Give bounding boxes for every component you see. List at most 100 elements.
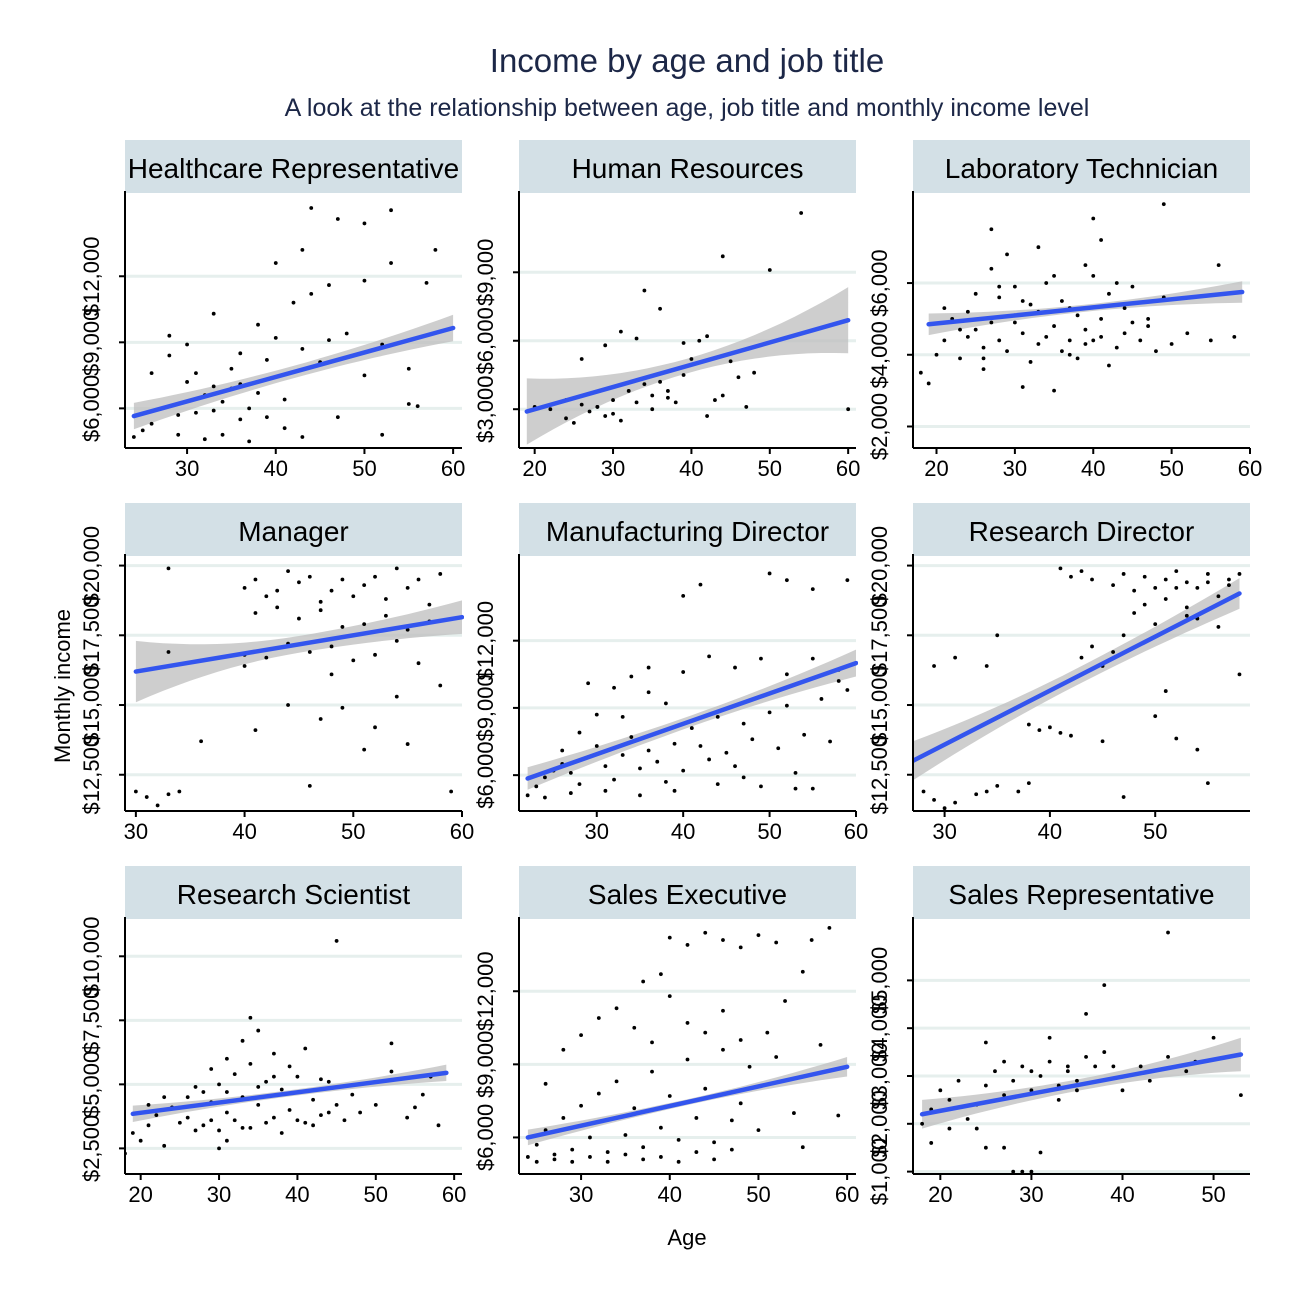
y-tick-label: $5,000 [867,947,892,1014]
data-point [611,411,615,416]
data-point [681,373,686,377]
data-point [586,681,591,686]
y-tick-label: $17,500 [79,596,104,676]
data-point [133,789,138,794]
data-point [309,291,314,296]
data-point [300,347,305,351]
data-point [394,694,399,699]
data-point [845,578,850,583]
data-point [193,1128,198,1133]
data-point [965,309,970,314]
data-point [1120,1088,1125,1093]
data-point [560,748,565,753]
data-point [1107,291,1111,296]
data-point [1002,1145,1006,1150]
data-point [1237,672,1242,677]
data-point [603,414,608,418]
data-point [641,1145,646,1150]
data-point [603,764,608,769]
data-point [997,295,1002,300]
data-point [934,352,939,357]
data-point [248,1061,253,1066]
data-point [340,705,345,710]
data-point [1020,331,1025,336]
data-point [282,426,287,431]
data-point [1065,1069,1070,1074]
data-point [588,1135,592,1140]
data-point [1058,566,1063,571]
data-point [989,266,994,271]
data-point [534,1159,539,1164]
facet-strip-label: Human Resources [572,153,804,184]
data-point [1020,385,1025,389]
facet-panel: Research Director $12,500$15,000$17,500$2… [867,503,1250,844]
data-point [1163,597,1168,601]
y-tick-label: $6,000 [473,741,498,808]
data-point [242,664,247,668]
data-point [319,1113,323,1117]
data-point [279,1131,284,1135]
data-point [211,408,216,413]
data-point [738,1038,743,1042]
data-point [1002,1059,1006,1064]
data-point [629,674,634,679]
data-point [663,701,668,706]
y-tick-label: $12,500 [867,735,892,815]
data-point [185,342,189,347]
data-point [564,416,568,421]
data-point [721,1047,725,1052]
data-point [240,1125,245,1130]
data-point [155,803,160,808]
data-point [672,741,677,746]
data-point [199,739,203,744]
data-point [623,1152,628,1157]
data-point [1142,602,1147,607]
x-tick-label: 60 [1238,456,1262,481]
data-point [698,582,703,587]
facet-strip-label: Sales Representative [948,879,1214,910]
data-point [1100,739,1105,744]
data-point [406,366,411,371]
facet-strip [519,866,856,919]
facet-strip-label: Manufacturing Director [546,516,829,547]
data-point [568,771,573,775]
data-point [373,652,377,657]
data-point [605,1150,610,1154]
facet-strip [125,866,462,919]
data-point [319,1077,323,1082]
data-point [350,1092,355,1097]
data-point [297,580,301,585]
x-tick-label: 50 [364,1182,388,1207]
data-point [1052,324,1056,328]
data-point [997,284,1002,289]
data-point [427,602,432,607]
data-point [750,737,755,742]
data-point [177,1120,182,1125]
data-point [958,356,962,361]
data-point [1153,585,1158,590]
data-point [256,1102,261,1107]
data-point [1056,1097,1061,1102]
data-point [724,750,729,755]
y-tick-label: $6,000 [867,249,892,316]
data-point [166,650,171,654]
data-point [612,685,616,690]
y-tick-label: $12,000 [473,601,498,681]
data-point [1111,650,1115,654]
data-point [685,943,690,947]
data-point [828,739,832,744]
data-point [415,404,420,409]
facet-strip-label: Research Scientist [177,879,411,910]
data-point [707,654,712,659]
data-point [201,1090,206,1094]
data-point [307,650,312,654]
data-point [1174,585,1179,590]
y-tick-label: $17,500 [867,596,892,676]
data-point [720,393,725,398]
data-point [605,1159,610,1164]
data-point [1020,1169,1025,1174]
data-point [394,566,399,571]
facet-panel: Laboratory Technician $2,000 $4,000 $6,000 2… [867,140,1262,481]
data-point [264,1079,268,1084]
data-point [920,1121,925,1126]
